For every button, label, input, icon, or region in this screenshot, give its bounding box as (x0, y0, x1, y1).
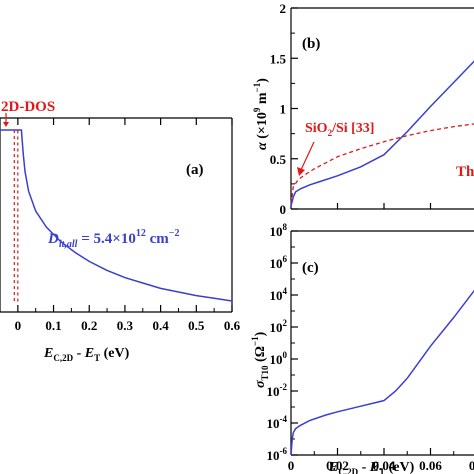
dit-annotation: Dit,all = 5.4×1012 cm−2 (47, 228, 179, 250)
panel-c-xtick-label: 0.02 (326, 458, 349, 473)
panel-a-dit-curve (0, 129, 233, 302)
dos-label: 2D-DOS (1, 99, 55, 115)
panel-c-ytick-label: 102 (270, 318, 288, 335)
dos-arrowhead-icon (3, 122, 9, 127)
panel-b-ytick-label: 1 (280, 102, 287, 117)
panel-a-xtick-label: 0.2 (81, 318, 97, 333)
panel-c: 10-6 10-4 10-2 100 102 104 106 108 0 0.02 0.04 0.06… (250, 222, 474, 474)
panel-c-xtick-label: 0 (288, 458, 295, 473)
panel-a-xtick-label: 0.3 (117, 318, 134, 333)
sio2-arrow-icon (299, 141, 315, 173)
panel-a-xtick-label: 0.1 (45, 318, 61, 333)
panel-b-ytick-label: 1.5 (270, 51, 287, 66)
panel-c-ytick-label: 10-4 (267, 414, 288, 431)
panel-a-xtick-label: 0 (15, 318, 22, 333)
panel-c-ytick-label: 106 (270, 254, 288, 271)
panel-c-xtick-label: 0.04 (373, 458, 396, 473)
panel-b-ytick-label: 0.5 (270, 152, 287, 167)
panel-c-ytick-label: 108 (270, 222, 288, 239)
panel-b-ylabel: α (×109 m−1) (252, 78, 270, 150)
panel-a-dos-dashed-line (13, 130, 19, 302)
panel-c-xlabel: EC,2D - ET (eV) (328, 460, 415, 474)
panel-c-ylabel: σT10 (Ω−1) (250, 331, 270, 388)
sio2-arrowhead-icon (297, 167, 305, 176)
panel-a-xtick-label: 0.6 (224, 318, 241, 333)
panel-c-xtick-label: 0.06 (419, 458, 442, 473)
panel-b-ytick-label: 2 (280, 1, 287, 16)
panel-c-xtick-label: 0.0 (469, 458, 474, 473)
panel-a-xlabel: EC,2D - ET (eV) (43, 346, 130, 363)
panel-b: 0 0.5 1 1.5 2 (b) SiO2/Si [33] Th α (×109 m−… (252, 1, 474, 217)
panel-a-xtick-label: 0.4 (152, 318, 169, 333)
panel-b-sio2-dashed-curve (290, 123, 474, 205)
panel-a-xtick-label: 0.5 (188, 318, 205, 333)
panel-c-ytick-label: 10-2 (267, 382, 288, 399)
panel-c-ytick-label: 104 (270, 286, 288, 303)
th-label: Th (456, 164, 474, 180)
panel-b-ytick-label: 0 (280, 202, 287, 217)
panel-c-ytick-label: 10-6 (267, 446, 288, 463)
panel-b-label: (b) (302, 36, 320, 52)
panel-b-alpha-curve (290, 60, 474, 207)
panel-a: 0 0.1 0.2 0.3 0.4 0.5 0.6 (a) 2D-DOS Dit,all =… (0, 99, 241, 363)
panel-c-label: (c) (302, 260, 319, 276)
panel-a-label: (a) (186, 162, 204, 178)
panel-c-ytick-label: 100 (270, 350, 288, 367)
panel-c-sigma-curve (290, 289, 474, 456)
sio2-annotation: SiO2/Si [33] (305, 121, 374, 138)
